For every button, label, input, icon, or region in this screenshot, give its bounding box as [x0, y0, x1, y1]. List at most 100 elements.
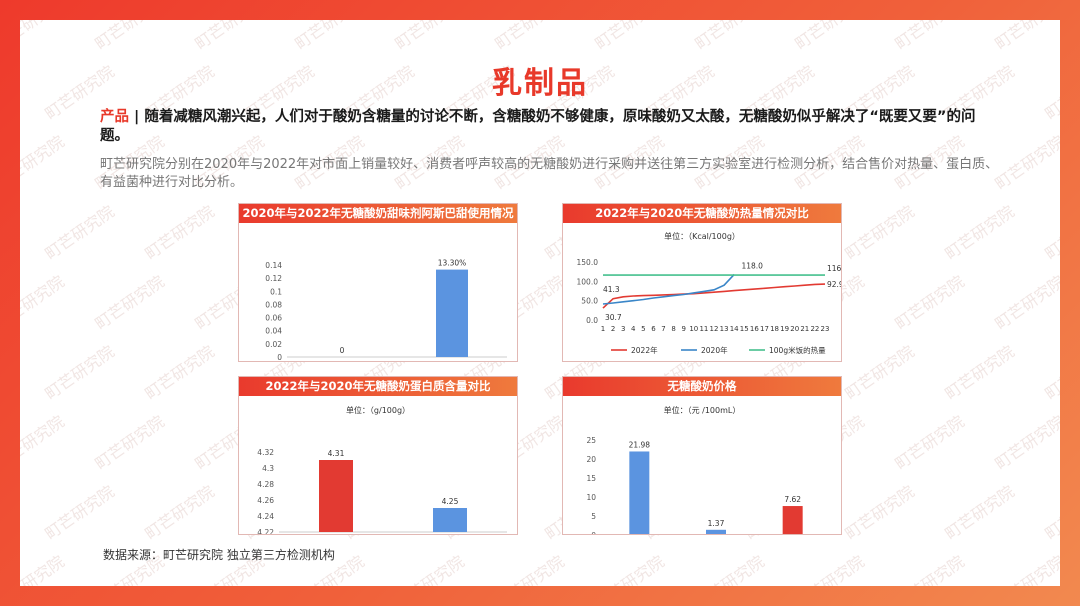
watermark-text: 町芒研究院 — [941, 342, 1017, 403]
watermark-text: 町芒研究院 — [41, 342, 117, 403]
description-paragraph: 町芒研究院分别在2020年与2022年对市面上销量较好、消费者呼声较高的无糖酸奶… — [100, 157, 999, 190]
bar-value-label: 4.31 — [328, 449, 345, 458]
watermark-text: 町芒研究院 — [941, 202, 1017, 263]
bar-最高价 — [629, 451, 650, 534]
y-tick-label: 0.12 — [265, 274, 282, 283]
x-tick-label: 11 — [699, 325, 708, 333]
y-tick-label: 5 — [591, 512, 596, 521]
watermark-text: 町芒研究院 — [591, 20, 667, 53]
x-tick-label: 5 — [641, 325, 645, 333]
x-tick-label: 2 — [611, 325, 615, 333]
watermark-text: 町芒研究院 — [991, 272, 1060, 333]
y-tick-label: 15 — [586, 474, 596, 483]
x-tick-label: 8 — [671, 325, 675, 333]
watermark-text: 町芒研究院 — [491, 552, 567, 586]
watermark-text: 町芒研究院 — [891, 272, 967, 333]
watermark-text: 町芒研究院 — [391, 20, 467, 53]
watermark-text: 町芒研究院 — [20, 412, 68, 473]
data-label: 92.9 — [827, 280, 841, 289]
watermark-text: 町芒研究院 — [491, 20, 567, 53]
lead-tag: 产品 — [100, 109, 129, 125]
chart-title-calories: 2022年与2020年无糖酸奶热量情况对比 — [563, 204, 841, 223]
watermark-text: 町芒研究院 — [141, 482, 217, 543]
y-tick-label: 0 — [591, 531, 596, 534]
x-tick-label: 9 — [681, 325, 685, 333]
watermark-text: 町芒研究院 — [841, 482, 917, 543]
bar-2020年 — [436, 269, 468, 357]
y-tick-label: 50.0 — [581, 297, 598, 306]
slide-page: 町芒研究院 町芒研究院 町芒研究院 町芒研究院 町芒研究院 町芒研究院 町芒研究院 町芒研究院… — [20, 20, 1060, 586]
y-tick-label: 10 — [586, 493, 596, 502]
watermark-text: 町芒研究院 — [791, 20, 867, 53]
bar-均价 — [782, 506, 803, 534]
lead-text: 随着减糖风潮兴起，人们对于酸奶含糖量的讨论不断，含糖酸奶不够健康，原味酸奶又太酸… — [100, 109, 976, 144]
watermark-text: 町芒研究院 — [591, 552, 667, 586]
watermark-text: 町芒研究院 — [841, 202, 917, 263]
page-title: 乳制品 — [492, 66, 588, 101]
chart-title-price: 无糖酸奶价格 — [563, 377, 841, 396]
chart-unit-label: 单位：（g/100g） — [346, 405, 410, 415]
watermark-text: 町芒研究院 — [691, 20, 767, 53]
watermark-text: 町芒研究院 — [841, 342, 917, 403]
x-tick-label: 10 — [689, 325, 698, 333]
x-tick-label: 14 — [730, 325, 739, 333]
watermark-text: 町芒研究院 — [991, 20, 1060, 53]
data-label: 30.7 — [605, 313, 622, 322]
x-tick-label: 15 — [740, 325, 749, 333]
chart-card-protein: 2022年与2020年无糖酸奶蛋白质含量对比 单位：（g/100g） 4.22 4.… — [238, 376, 518, 535]
y-tick-label: 0.1 — [270, 287, 282, 296]
watermark-text: 町芒研究院 — [41, 482, 117, 543]
bar-2022年 — [319, 460, 353, 532]
x-tick-label: 13 — [720, 325, 729, 333]
y-tick-label: 150.0 — [577, 258, 599, 267]
watermark-text: 町芒研究院 — [41, 202, 117, 263]
watermark-text: 町芒研究院 — [91, 412, 167, 473]
watermark-text: 町芒研究院 — [791, 552, 867, 586]
bar-2020年 — [433, 508, 467, 532]
y-tick-label: 0.04 — [265, 327, 282, 336]
y-tick-label: 0.02 — [265, 340, 282, 349]
data-label: 118.0 — [741, 261, 763, 270]
watermark-text: 町芒研究院 — [691, 552, 767, 586]
bar-value-label: 4.25 — [442, 497, 459, 506]
data-source-note: 数据来源：町芒研究院 独立第三方检测机构 — [103, 548, 335, 562]
watermark-text: 町芒研究院 — [941, 482, 1017, 543]
x-tick-label: 19 — [780, 325, 789, 333]
y-tick-label: 4.26 — [257, 496, 274, 505]
y-tick-label: 0.08 — [265, 300, 282, 309]
bar-最低价 — [706, 529, 726, 534]
chart-card-price: 无糖酸奶价格 单位：（元 /100mL）051015202521.98最高价1.… — [562, 376, 842, 535]
x-tick-label: 17 — [760, 325, 769, 333]
watermark-text: 町芒研究院 — [891, 412, 967, 473]
watermark-text: 町芒研究院 — [991, 132, 1060, 193]
watermark-text: 町芒研究院 — [91, 20, 167, 53]
y-tick-label: 0 — [277, 353, 282, 361]
price-bar-chart: 单位：（元 /100mL）051015202521.98最高价1.37最低价7.… — [586, 405, 803, 534]
x-tick-label: 12 — [710, 325, 719, 333]
watermark-text: 町芒研究院 — [891, 552, 967, 586]
x-tick-label: 23 — [821, 325, 830, 333]
data-label: 116 — [827, 264, 841, 273]
x-tick-label: 21 — [800, 325, 809, 333]
watermark-text: 町芒研究院 — [141, 342, 217, 403]
x-tick-label: 6 — [651, 325, 656, 333]
watermark-text: 町芒研究院 — [291, 20, 367, 53]
protein-bar-chart: 单位：（g/100g）4.224.244.264.284.34.324.3120… — [257, 405, 507, 534]
y-tick-label: 4.32 — [257, 448, 274, 457]
watermark-text: 町芒研究院 — [1041, 482, 1060, 543]
chart-title-protein: 2022年与2020年无糖酸奶蛋白质含量对比 — [239, 377, 517, 396]
watermark-text: 町芒研究院 — [20, 552, 68, 586]
x-tick-label: 22 — [810, 325, 819, 333]
watermark-layer: 町芒研究院 町芒研究院 町芒研究院 町芒研究院 町芒研究院 町芒研究院 町芒研究院 町芒研究院… — [20, 20, 1060, 586]
y-tick-label: 4.22 — [257, 528, 274, 534]
chart-card-calories: 2022年与2020年无糖酸奶热量情况对比 单位：（Kcal/100g） 0.0 5… — [562, 203, 842, 362]
lead-separator: | — [129, 109, 145, 125]
chart-unit-label: 单位：（元 /100mL） — [664, 405, 741, 415]
data-label: 41.3 — [603, 285, 620, 294]
series-line-2022年 — [602, 283, 826, 309]
legend-label: 2022年 — [631, 345, 658, 355]
y-tick-label: 0.06 — [265, 314, 282, 323]
chart-title-aspartame: 2020年与2022年无糖酸奶甜味剂阿斯巴甜使用情况 — [239, 204, 517, 223]
x-tick-label: 18 — [770, 325, 779, 333]
